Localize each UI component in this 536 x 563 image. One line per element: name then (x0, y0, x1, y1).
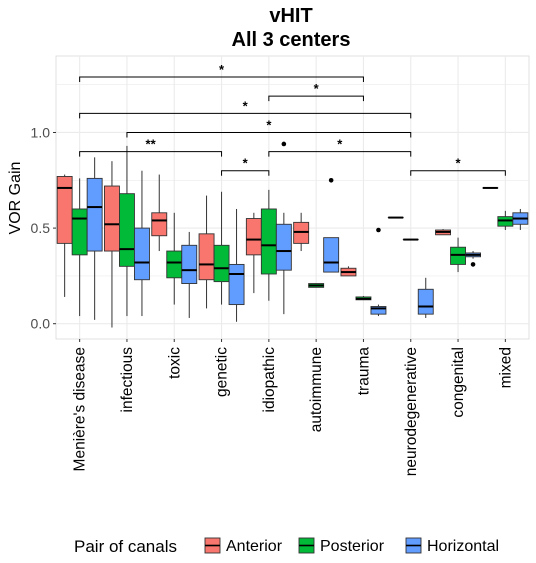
y-axis-title: VOR Gain (7, 162, 24, 235)
x-axis-ticks: Menière's disease infectious toxic genetic i… (72, 339, 515, 476)
box-anterior-8 (436, 229, 451, 235)
box-body (167, 251, 182, 278)
box-body (418, 289, 433, 314)
box-posterior-5 (309, 284, 324, 288)
x-tick-label: Menière's disease (72, 347, 89, 471)
box-body (57, 176, 72, 243)
y-axis-ticks: 0.0 0.5 1.0 (31, 124, 56, 331)
x-tick-label: genetic (214, 347, 231, 397)
legend-label-posterior: Posterior (320, 538, 385, 555)
box-body (152, 213, 167, 236)
box-body (119, 194, 134, 267)
legend-title: Pair of canals (74, 537, 177, 556)
box-body (72, 209, 87, 255)
box-posterior-6 (356, 296, 371, 300)
box-body (229, 264, 244, 304)
box-body (276, 224, 291, 270)
outlier-point (471, 262, 476, 267)
x-tick-label: idiopathic (261, 347, 278, 413)
box-body (261, 209, 276, 274)
box-body (134, 228, 149, 280)
outlier-point (282, 142, 287, 147)
box-body (214, 245, 229, 281)
legend-label-horizontal: Horizontal (427, 538, 499, 555)
chart-subtitle: All 3 centers (232, 29, 351, 51)
legend: Pair of canals Anterior Posterior Horizont… (74, 537, 499, 556)
box-body (104, 186, 119, 251)
outlier-point (376, 228, 381, 233)
box-body (87, 178, 102, 251)
x-tick-label: congenital (450, 347, 467, 418)
x-tick-label: autoimmune (308, 347, 325, 432)
legend-label-anterior: Anterior (226, 538, 283, 555)
x-tick-label: neurodegenerative (403, 347, 420, 476)
x-tick-label: trauma (355, 347, 372, 396)
y-tick-label: 0.5 (31, 220, 51, 236)
x-tick-label: mixed (497, 347, 514, 388)
box-body (199, 234, 214, 280)
box-body (182, 245, 197, 283)
x-tick-label: toxic (166, 347, 183, 379)
chart-title: vHIT (269, 5, 312, 27)
box-body (246, 219, 261, 255)
outlier-point (329, 178, 334, 183)
box-body (324, 238, 339, 272)
significance-label: ** (146, 137, 157, 152)
y-tick-label: 0.0 (31, 316, 51, 332)
y-tick-label: 1.0 (31, 124, 51, 140)
x-tick-label: infectious (119, 347, 136, 413)
